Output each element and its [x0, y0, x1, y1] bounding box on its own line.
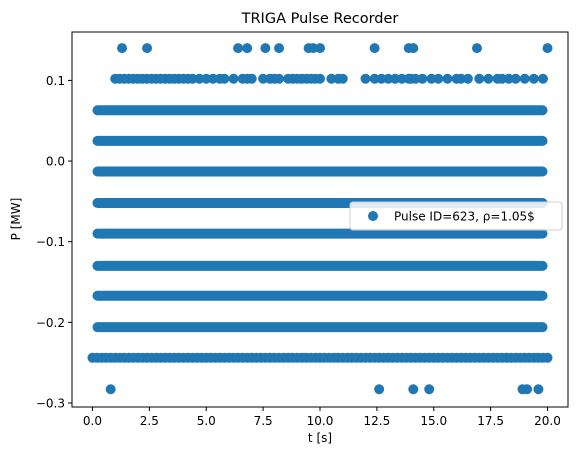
x-axis: 0.0 2.5 5.0 7.5 10.0 12.5 15.0 17.5 20.0	[83, 407, 561, 428]
data-point-2-9	[369, 43, 380, 54]
data-band-6	[92, 290, 548, 301]
chart-title: TRIGA Pulse Recorder	[241, 11, 399, 27]
x-tick-label: 10.0	[307, 414, 334, 428]
data-point-3-0	[105, 384, 116, 395]
data-point-2-1	[142, 43, 153, 54]
y-tick-label: −0.1	[36, 235, 65, 249]
data-point-0-100	[542, 352, 553, 363]
data-point-2-8	[315, 43, 325, 54]
legend-box	[349, 201, 563, 231]
data-point-3-5	[522, 384, 533, 395]
x-tick-label: 17.5	[477, 414, 504, 428]
data-point-1-41	[337, 73, 348, 84]
scatter-points	[87, 43, 553, 395]
data-point-1-22	[219, 73, 230, 84]
data-band-2	[92, 166, 548, 177]
data-point-1-26	[246, 73, 257, 84]
data-point-1-23	[228, 73, 239, 84]
data-point-2-11	[408, 43, 419, 54]
x-tick-label: 12.5	[364, 414, 391, 428]
y-tick-label: −0.2	[36, 316, 65, 330]
data-point-1-42	[360, 73, 371, 84]
data-point-1-59	[483, 73, 494, 84]
data-point-2-2	[233, 43, 244, 54]
x-axis-title: t [s]	[308, 431, 332, 445]
data-point-1-54	[442, 73, 453, 84]
y-axis: 0.1 0.0 −0.1 −0.2 −0.3	[36, 74, 72, 410]
data-band-5	[92, 260, 548, 271]
data-point-1-38	[315, 73, 325, 84]
data-point-2-12	[471, 43, 482, 54]
y-tick-label: 0.1	[46, 74, 65, 88]
legend: Pulse ID=623, ρ=1.05$	[349, 201, 563, 231]
data-point-2-13	[542, 43, 553, 54]
legend-label: Pulse ID=623, ρ=1.05$	[394, 210, 535, 224]
data-point-1-30	[274, 73, 285, 84]
data-band-0	[92, 105, 548, 116]
legend-marker	[368, 211, 378, 221]
data-point-2-5	[274, 43, 285, 54]
x-tick-label: 7.5	[254, 414, 273, 428]
data-point-1-58	[474, 73, 485, 84]
y-tick-label: −0.3	[36, 396, 65, 410]
data-band-1	[92, 135, 548, 146]
x-tick-label: 20.0	[534, 414, 561, 428]
y-axis-title: P [MW]	[9, 198, 23, 241]
data-point-1-64	[519, 73, 530, 84]
data-point-3-6	[533, 384, 544, 395]
y-tick-label: 0.0	[46, 155, 65, 169]
x-tick-label: 5.0	[197, 414, 216, 428]
x-tick-label: 15.0	[420, 414, 447, 428]
data-point-1-66	[537, 73, 548, 84]
data-point-3-1	[374, 384, 385, 395]
data-point-1-53	[433, 73, 444, 84]
data-point-2-3	[242, 43, 253, 54]
data-band-7	[92, 322, 548, 333]
data-point-1-63	[510, 73, 521, 84]
data-point-1-57	[462, 73, 473, 84]
x-tick-label: 0.0	[83, 414, 102, 428]
x-tick-label: 2.5	[140, 414, 159, 428]
data-point-3-3	[424, 384, 435, 395]
data-point-1-65	[528, 73, 539, 84]
data-point-1-51	[417, 73, 428, 84]
data-point-2-4	[260, 43, 271, 54]
data-point-2-0	[117, 43, 128, 54]
data-point-3-2	[408, 384, 419, 395]
data-band-4	[92, 228, 548, 239]
